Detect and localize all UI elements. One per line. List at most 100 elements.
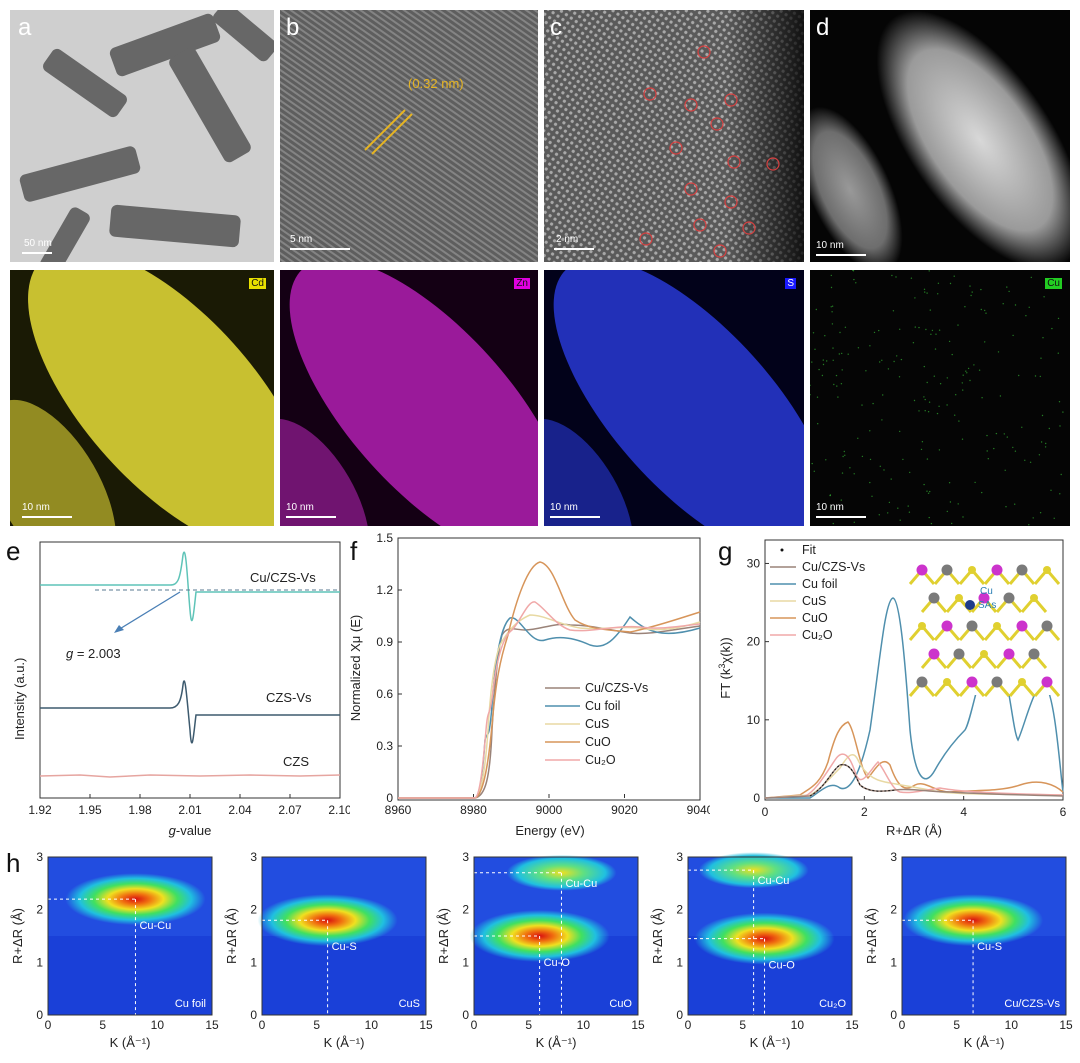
y-axis-label: R+ΔR (Å) xyxy=(864,908,879,964)
x-tick-label: 15 xyxy=(845,1018,859,1032)
y-axis-label: R+ΔR (Å) xyxy=(224,908,239,964)
y-axis-label: Normalized Xμ (E) xyxy=(348,615,363,721)
inset-atom xyxy=(941,564,953,576)
legend-label: Cu foil xyxy=(585,699,620,713)
scale-bar-label: 2 nm xyxy=(556,234,579,245)
scale-bar-label: 10 nm xyxy=(816,502,844,513)
y-tick-label: 0 xyxy=(36,1008,43,1022)
inset-atom xyxy=(928,648,940,660)
y-axis-label: FT (k3χ(k)) xyxy=(717,637,733,698)
legend-label: CuO xyxy=(802,611,828,625)
y-tick-label: 0 xyxy=(676,1008,683,1022)
element-tag-zn: Zn xyxy=(514,278,530,289)
element-tag-s: S xyxy=(785,278,796,289)
x-tick-label: 0 xyxy=(45,1018,52,1032)
y-tick-label: 0 xyxy=(890,1008,897,1022)
y-tick-label: 2 xyxy=(462,903,469,917)
scale-bar-label: 10 nm xyxy=(286,502,314,513)
series-cuo xyxy=(398,561,701,799)
wavelet-sample-label: Cu foil xyxy=(175,998,206,1010)
panel-label-h: h xyxy=(6,848,21,878)
x-tick-label: 5 xyxy=(99,1018,106,1032)
lattice-spacing-annotation: (0.32 nm) xyxy=(408,76,464,91)
x-tick-label: 0 xyxy=(471,1018,478,1032)
series-cuo xyxy=(764,721,1064,799)
g-value-arrow xyxy=(117,591,181,631)
x-tick-label: 15 xyxy=(1059,1018,1073,1032)
x-tick-label: 0 xyxy=(685,1018,692,1032)
crystal-structure-inset: Cu SAs xyxy=(908,555,1061,697)
panel-label-c: c xyxy=(550,14,562,41)
series-cu-czs-vs xyxy=(40,551,340,622)
inset-atom xyxy=(943,678,951,686)
series-cu-czs-vs xyxy=(398,623,701,799)
series-cu-foil xyxy=(398,615,701,799)
inset-atom xyxy=(1003,592,1015,604)
legend-swatch xyxy=(780,548,784,552)
y-tick-label: 3 xyxy=(676,850,683,864)
y-tick-label: 1.2 xyxy=(376,583,393,597)
inset-label-sas: SAs xyxy=(978,600,996,611)
y-tick-label: 1.5 xyxy=(376,531,393,545)
inset-atom xyxy=(1041,620,1053,632)
wavelet-map: Cu-O Cu-Cu CuO 0 5 10 15 0 1 2 3 K (Å⁻¹) R+ΔR (Å) xyxy=(436,850,645,1050)
scale-bar xyxy=(22,516,72,518)
x-tick-label: 9000 xyxy=(536,803,563,817)
scale-bar xyxy=(290,248,350,250)
g-value-annotation: g = 2.003 xyxy=(66,646,121,661)
y-tick-label: 0 xyxy=(462,1008,469,1022)
x-tick-label: 15 xyxy=(205,1018,219,1032)
wavelet-peak-label: Cu-Cu xyxy=(565,878,597,890)
x-tick-label: 10 xyxy=(365,1018,379,1032)
x-tick-label: 2.10 xyxy=(328,803,350,817)
x-tick-label: 1.92 xyxy=(28,803,52,817)
panel-label-g: g xyxy=(718,536,733,566)
inset-atom xyxy=(1043,566,1051,574)
legend-label: Cu₂O xyxy=(585,753,616,767)
wavelet-map: Cu-O Cu-Cu Cu₂O 0 5 10 15 0 1 2 3 K (Å⁻¹) R+ΔR (Å) xyxy=(650,850,859,1050)
wavelet-peak-label: Cu-Cu xyxy=(758,875,790,887)
legend-label: Cu/CZS-Vs xyxy=(585,681,648,695)
series-label-cu-czs-vs: Cu/CZS-Vs xyxy=(250,570,316,585)
x-axis-label: Energy (eV) xyxy=(515,823,584,838)
wavelet-map: Cu-S CuS 0 5 10 15 0 1 2 3 K (Å⁻¹) R+ΔR (Å) xyxy=(224,850,433,1050)
legend-label: CuO xyxy=(585,735,611,749)
legend-label: Fit xyxy=(802,543,816,557)
x-axis-label: K (Å⁻¹) xyxy=(110,1035,151,1050)
x-tick-label: 2 xyxy=(861,805,868,819)
y-tick-label: 0 xyxy=(250,1008,257,1022)
x-tick-label: 8980 xyxy=(460,803,487,817)
watermark: 大数据 xyxy=(4,1036,67,1060)
inset-atom xyxy=(991,676,1003,688)
wavelet-peak-label: Cu-S xyxy=(977,941,1002,953)
inset-atom xyxy=(978,592,990,604)
legend-label: CuS xyxy=(802,594,826,608)
scale-bar xyxy=(286,516,336,518)
inset-atom xyxy=(966,676,978,688)
wavelet-map: Cu-Cu Cu foil 0 5 10 15 0 1 2 3 K (Å⁻¹) R+ΔR (Å) xyxy=(10,850,219,1050)
scale-bar xyxy=(816,254,866,256)
wavelet-peak xyxy=(65,873,206,926)
y-tick-label: 20 xyxy=(747,635,761,649)
wavelet-peak-label: Cu-O xyxy=(769,960,796,972)
legend-label: Cu₂O xyxy=(802,628,833,642)
x-tick-label: 10 xyxy=(577,1018,591,1032)
series-label-czs-vs: CZS-Vs xyxy=(266,690,312,705)
x-tick-label: 9020 xyxy=(611,803,638,817)
inset-atom xyxy=(955,594,963,602)
eds-map-cu: Cu 10 nm xyxy=(810,270,1070,526)
panel-label-a: a xyxy=(18,14,32,41)
inset-atom xyxy=(953,648,965,660)
x-axis-label: K (Å⁻¹) xyxy=(964,1035,1005,1050)
series-cu2o xyxy=(764,753,1064,799)
y-tick-label: 3 xyxy=(36,850,43,864)
series-czs-vs xyxy=(40,680,340,744)
series-cu-czs-vs xyxy=(764,763,1064,799)
y-tick-label: 1 xyxy=(36,955,43,969)
inset-atom xyxy=(1018,678,1026,686)
inset-atom xyxy=(991,564,1003,576)
panel-label-e: e xyxy=(6,536,21,566)
scale-bar xyxy=(554,248,594,250)
x-tick-label: 10 xyxy=(151,1018,165,1032)
series-czs xyxy=(39,774,341,778)
